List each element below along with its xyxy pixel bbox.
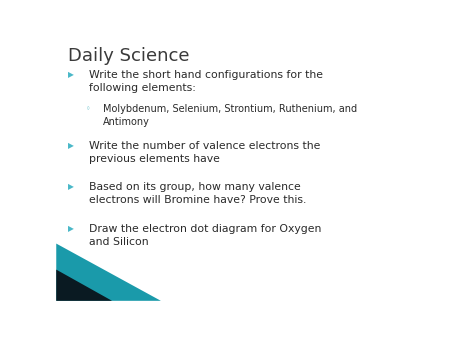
Text: Molybdenum, Selenium, Strontium, Ruthenium, and
Antimony: Molybdenum, Selenium, Strontium, Rutheni…	[104, 104, 357, 127]
Text: Write the number of valence electrons the
previous elements have: Write the number of valence electrons th…	[90, 141, 321, 164]
Polygon shape	[56, 270, 112, 301]
Text: Daily Science: Daily Science	[68, 47, 190, 65]
Text: Based on its group, how many valence
electrons will Bromine have? Prove this.: Based on its group, how many valence ele…	[90, 183, 307, 205]
Text: ▶: ▶	[68, 141, 74, 150]
Polygon shape	[56, 244, 161, 301]
Text: ▶: ▶	[68, 224, 74, 233]
Text: Draw the electron dot diagram for Oxygen
and Silicon: Draw the electron dot diagram for Oxygen…	[90, 224, 322, 247]
Text: ▶: ▶	[68, 183, 74, 191]
Text: ◦: ◦	[86, 104, 90, 113]
Text: Write the short hand configurations for the
following elements:: Write the short hand configurations for …	[90, 71, 324, 93]
Text: ▶: ▶	[68, 71, 74, 79]
